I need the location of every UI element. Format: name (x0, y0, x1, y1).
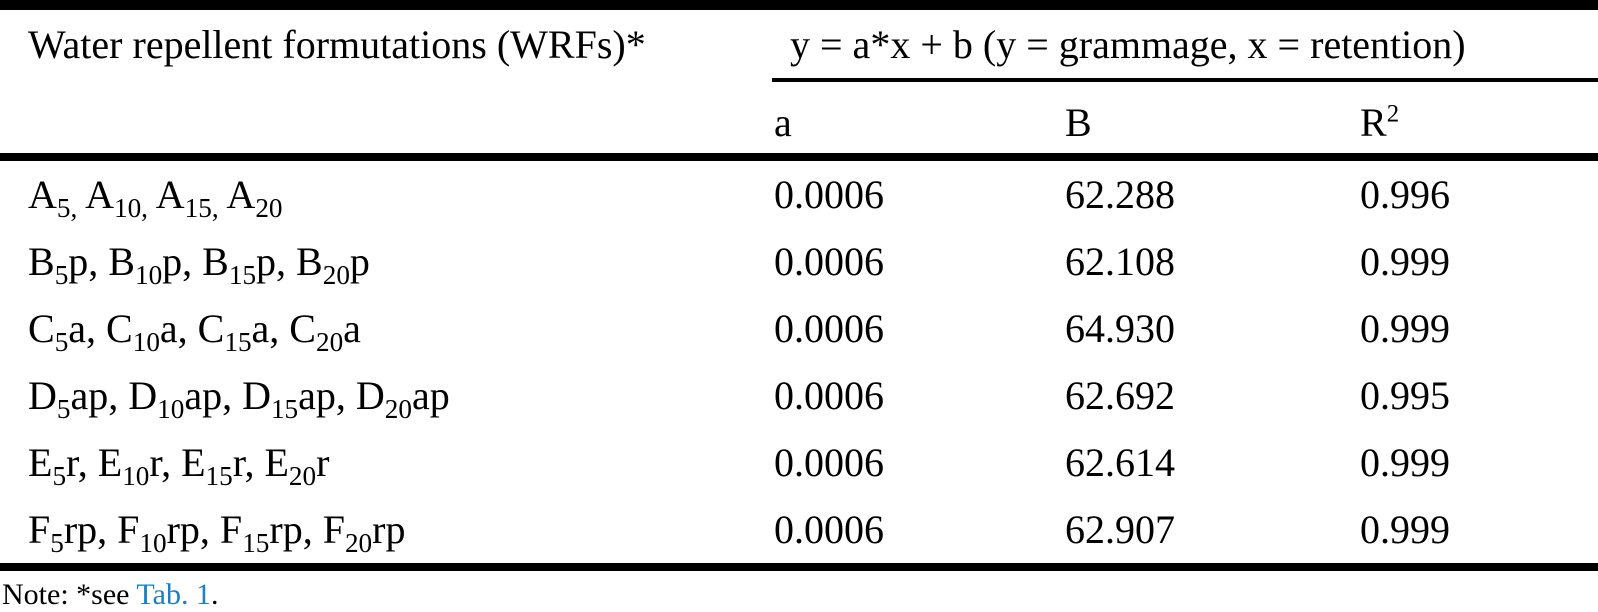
table-header-row-2: a B R2 (0, 82, 1598, 153)
intercept-b-header: B (1065, 100, 1092, 145)
intercept-b-cell: 64.930 (1065, 306, 1175, 351)
intercept-b-cell: 62.108 (1065, 239, 1175, 284)
note-period: . (210, 578, 219, 611)
table-mid-rule (0, 153, 1598, 161)
wrf-column-header: Water repellent formutations (WRFs)* (28, 22, 646, 67)
wrf-label-cell: A5, A10, A15, A20 (28, 172, 283, 223)
intercept-b-cell: 62.907 (1065, 507, 1175, 552)
table-row: F5rp, F10rp, F15rp, F20rp 0.0006 62.907 … (0, 496, 1598, 563)
wrf-label-cell: C5a, C10a, C15a, C20a (28, 306, 361, 357)
table-bottom-rule (0, 563, 1598, 571)
tab-1-link[interactable]: Tab. 1 (136, 578, 211, 611)
wrf-label-cell: F5rp, F10rp, F15rp, F20rp (28, 507, 406, 558)
coef-a-header: a (774, 100, 792, 145)
table-top-rule (0, 0, 1598, 10)
r-squared-cell: 0.999 (1360, 507, 1450, 552)
intercept-b-cell: 62.288 (1065, 172, 1175, 217)
r-squared-header: R2 (1360, 100, 1400, 145)
coef-a-cell: 0.0006 (774, 373, 884, 418)
table-row: B5p, B10p, B15p, B20p 0.0006 62.108 0.99… (0, 228, 1598, 295)
intercept-b-cell: 62.692 (1065, 373, 1175, 418)
equation-span-header: y = a*x + b (y = grammage, x = retention… (772, 10, 1598, 82)
coef-a-cell: 0.0006 (774, 507, 884, 552)
table-header-row-1: Water repellent formutations (WRFs)* y =… (0, 10, 1598, 82)
coef-a-cell: 0.0006 (774, 306, 884, 351)
table-row: A5, A10, A15, A20 0.0006 62.288 0.996 (0, 161, 1598, 228)
r-squared-cell: 0.995 (1360, 373, 1450, 418)
note-text: Note: *see (2, 578, 137, 611)
wrf-label-cell: B5p, B10p, B15p, B20p (28, 239, 370, 290)
coef-a-cell: 0.0006 (774, 239, 884, 284)
r-squared-cell: 0.999 (1360, 306, 1450, 351)
table-row: E5r, E10r, E15r, E20r 0.0006 62.614 0.99… (0, 429, 1598, 496)
intercept-b-cell: 62.614 (1065, 440, 1175, 485)
coef-a-cell: 0.0006 (774, 172, 884, 217)
wrf-label-cell: E5r, E10r, E15r, E20r (28, 440, 330, 491)
table-note: Note: *see Tab. 1. (0, 571, 1598, 612)
r-squared-cell: 0.999 (1360, 239, 1450, 284)
table-row: D5ap, D10ap, D15ap, D20ap 0.0006 62.692 … (0, 362, 1598, 429)
r-squared-cell: 0.999 (1360, 440, 1450, 485)
r-squared-cell: 0.996 (1360, 172, 1450, 217)
table-row: C5a, C10a, C15a, C20a 0.0006 64.930 0.99… (0, 295, 1598, 362)
wrf-label-cell: D5ap, D10ap, D15ap, D20ap (28, 373, 450, 424)
coef-a-cell: 0.0006 (774, 440, 884, 485)
